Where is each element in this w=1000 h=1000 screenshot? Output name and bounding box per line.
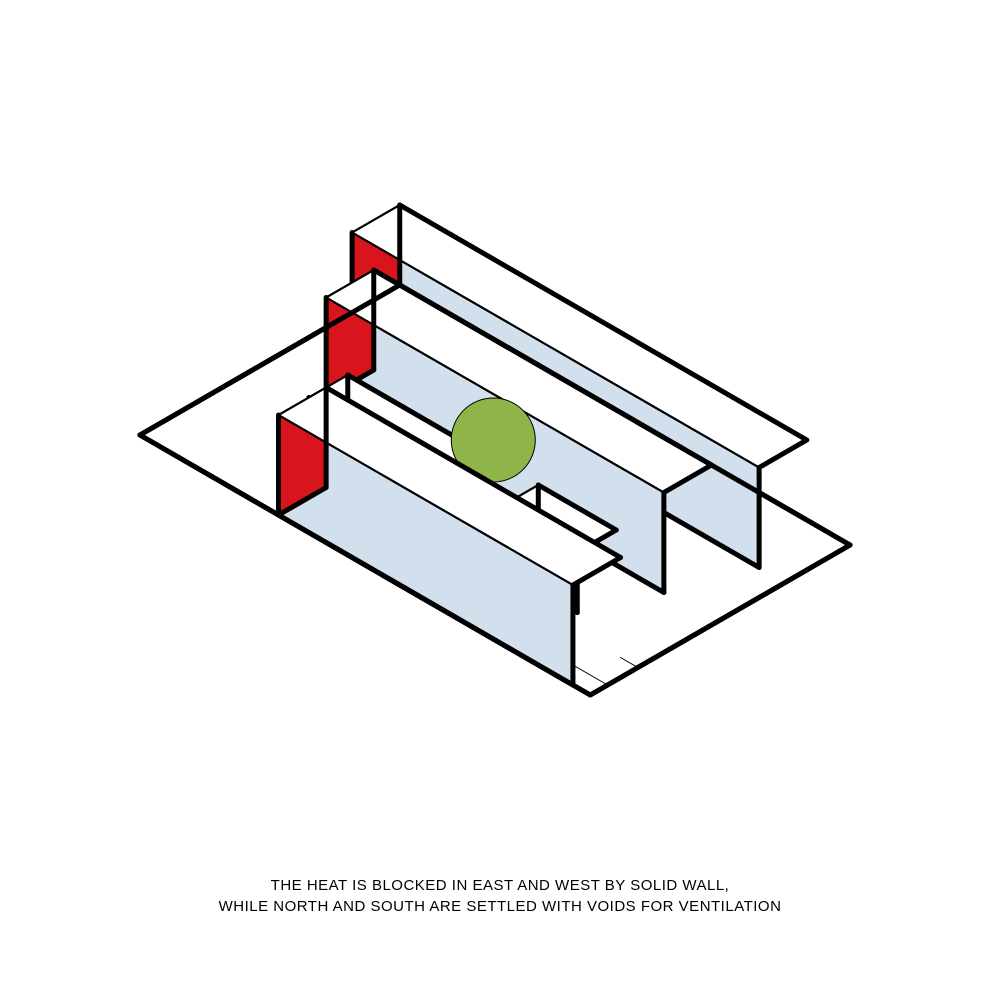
caption-line1: THE HEAT IS BLOCKED IN EAST AND WEST BY … xyxy=(271,877,730,894)
isometric-svg xyxy=(0,0,1000,1000)
caption-line2: WHILE NORTH AND SOUTH ARE SETTLED WITH V… xyxy=(219,898,782,915)
diagram-canvas: THE HEAT IS BLOCKED IN EAST AND WEST BY … xyxy=(0,0,1000,1000)
caption-text: THE HEAT IS BLOCKED IN EAST AND WEST BY … xyxy=(0,875,1000,917)
